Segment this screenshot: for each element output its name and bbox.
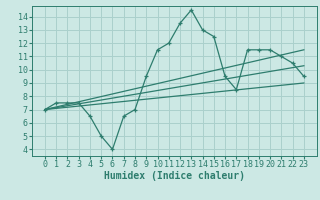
X-axis label: Humidex (Indice chaleur): Humidex (Indice chaleur) (104, 171, 245, 181)
